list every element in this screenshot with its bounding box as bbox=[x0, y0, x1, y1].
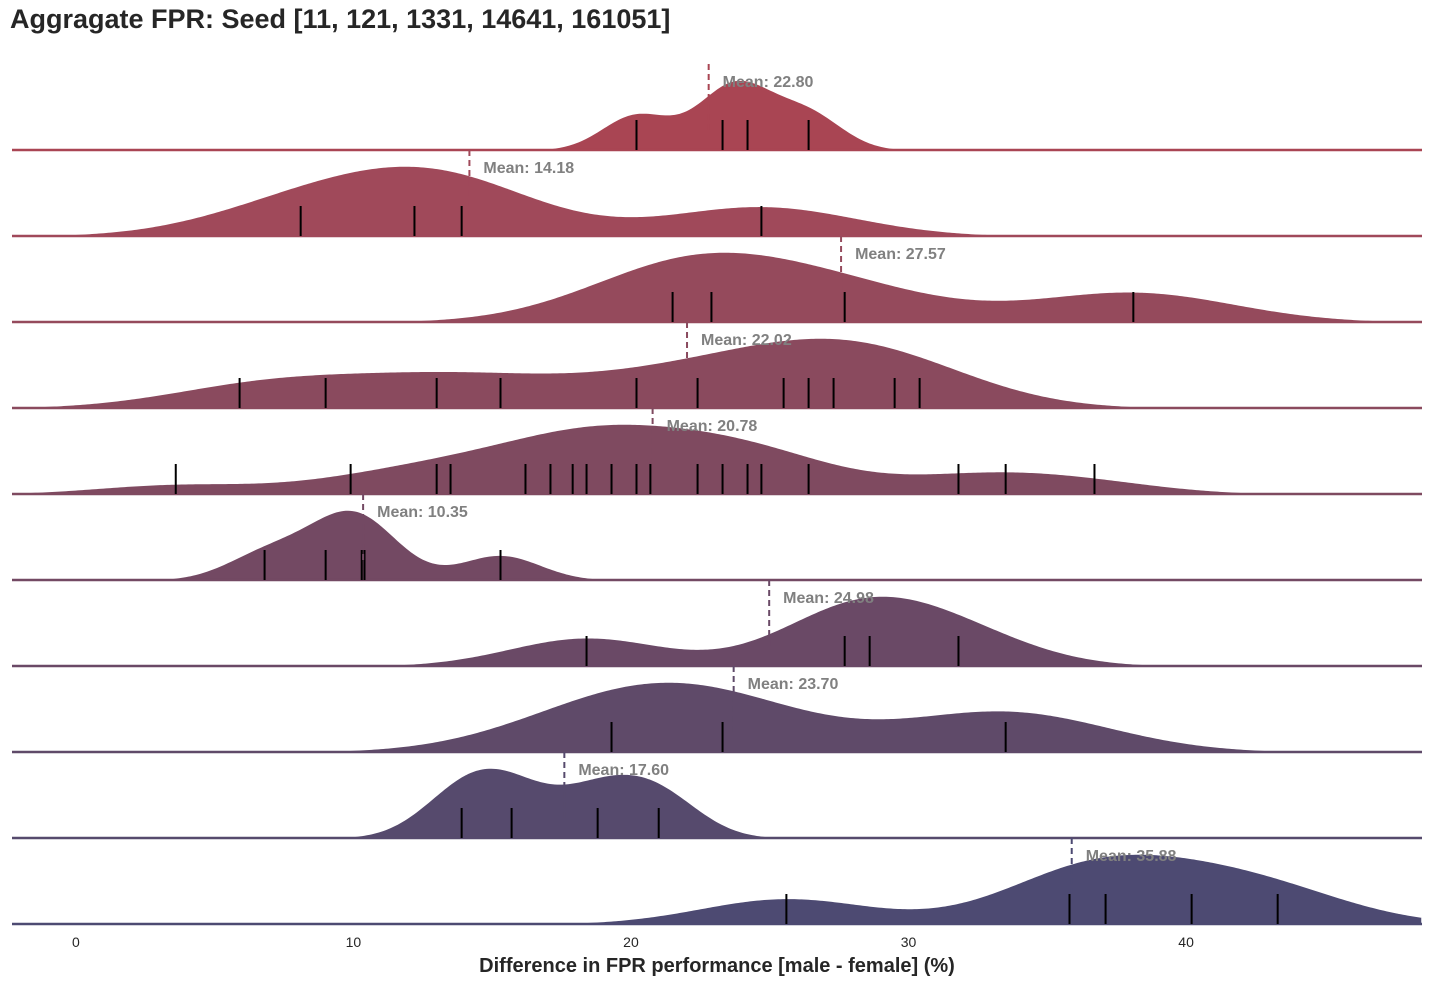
mean-label: Mean: 20.78 bbox=[667, 418, 758, 435]
mean-label: Mean: 24.98 bbox=[783, 590, 874, 607]
mean-label: Mean: 22.02 bbox=[701, 332, 792, 349]
ridge-row: Mean: 24.98 bbox=[12, 580, 1422, 668]
mean-label: Mean: 10.35 bbox=[377, 504, 468, 521]
mean-label: Mean: 22.80 bbox=[723, 74, 814, 91]
x-axis-label: Difference in FPR performance [male - fe… bbox=[479, 955, 955, 977]
ridgeline-rows: Mean: 22.80 Mean: 14.18 Mean: 27.57 Mean: 2… bbox=[11, 64, 1423, 926]
mean-label: Mean: 35.88 bbox=[1086, 848, 1177, 865]
x-tick-label: 30 bbox=[901, 934, 917, 950]
density-area bbox=[12, 251, 1423, 323]
ridge-row: Mean: 35.88 bbox=[12, 838, 1423, 926]
ridge-row: Mean: 10.35 bbox=[12, 494, 1422, 582]
density-area bbox=[11, 423, 1422, 495]
mean-label: Mean: 17.60 bbox=[578, 762, 669, 779]
density-area bbox=[12, 509, 1422, 581]
density-area bbox=[12, 853, 1423, 925]
chart-title: Aggragate FPR: Seed [11, 121, 1331, 1464… bbox=[10, 4, 671, 34]
density-area bbox=[12, 767, 1422, 839]
density-area bbox=[12, 595, 1422, 667]
x-tick-label: 0 bbox=[72, 934, 80, 950]
mean-label: Mean: 14.18 bbox=[483, 160, 574, 177]
x-tick-label: 20 bbox=[623, 934, 639, 950]
ridge-row: Mean: 22.80 bbox=[12, 64, 1422, 152]
mean-label: Mean: 27.57 bbox=[855, 246, 946, 263]
ridge-row: Mean: 23.70 bbox=[12, 666, 1423, 754]
density-area bbox=[12, 681, 1423, 753]
ridge-row: Mean: 14.18 bbox=[11, 150, 1422, 238]
ridge-row: Mean: 20.78 bbox=[11, 408, 1422, 496]
x-tick-label: 10 bbox=[346, 934, 362, 950]
density-area bbox=[11, 165, 1422, 237]
mean-label: Mean: 23.70 bbox=[748, 676, 839, 693]
density-area bbox=[12, 79, 1422, 151]
x-tick-label: 40 bbox=[1178, 934, 1194, 950]
x-axis: 0 10 20 30 40 bbox=[72, 934, 1194, 950]
ridge-row: Mean: 27.57 bbox=[12, 236, 1423, 324]
ridge-row: Mean: 22.02 bbox=[11, 322, 1422, 410]
ridge-row: Mean: 17.60 bbox=[12, 752, 1422, 840]
